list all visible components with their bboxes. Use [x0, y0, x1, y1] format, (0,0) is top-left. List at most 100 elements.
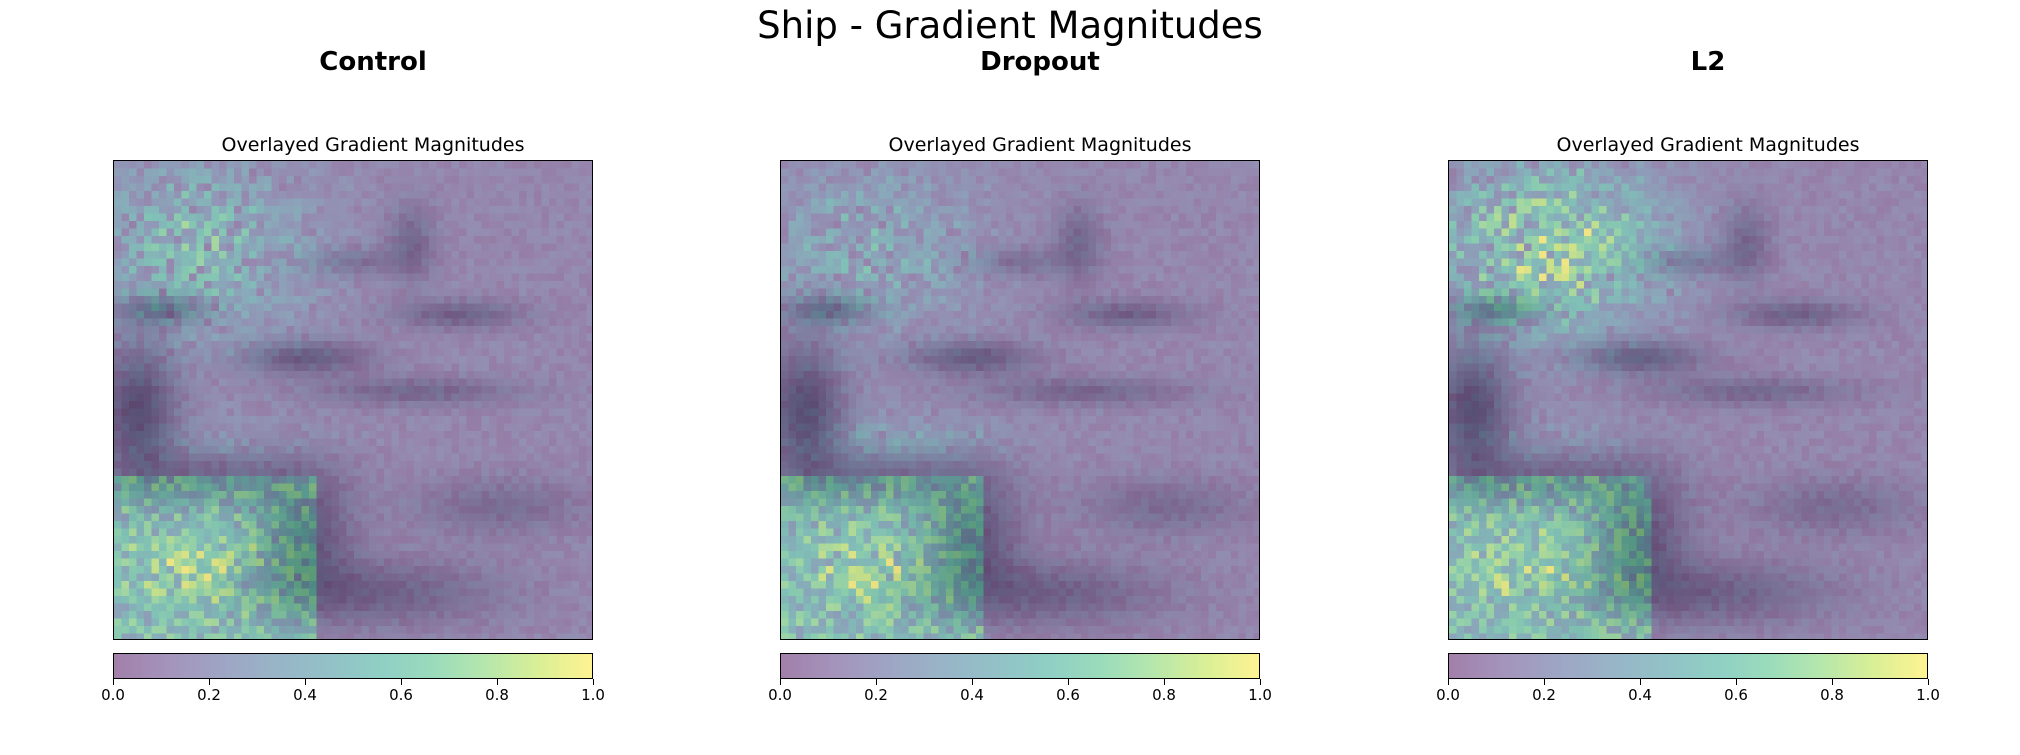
- heatmap-cell: [174, 506, 182, 514]
- heatmap-cell: [391, 168, 400, 177]
- heatmap-cell: [579, 213, 587, 222]
- heatmap-cell: [316, 318, 325, 327]
- heatmap-cell: [241, 183, 250, 192]
- heatmap-cell: [541, 363, 550, 372]
- heatmap-cell: [534, 191, 542, 199]
- heatmap-cell: [923, 183, 932, 192]
- heatmap-cell: [226, 476, 235, 484]
- heatmap-cell: [481, 438, 490, 447]
- heatmap-cell: [294, 543, 302, 552]
- heatmap-cell: [406, 356, 415, 364]
- heatmap-cell: [234, 288, 242, 297]
- heatmap-cell: [316, 393, 325, 402]
- heatmap-cell: [294, 536, 302, 544]
- heatmap-cell: [549, 573, 557, 582]
- heatmap-cell: [136, 363, 145, 372]
- heatmap-cell: [788, 183, 797, 192]
- heatmap-cell: [166, 296, 175, 304]
- heatmap-cell: [923, 191, 932, 199]
- heatmap-cell: [226, 506, 235, 514]
- heatmap-cell: [586, 281, 592, 289]
- heatmap-cell: [1028, 243, 1037, 252]
- heatmap-cell: [474, 513, 482, 522]
- heatmap-cell: [286, 588, 295, 597]
- heatmap-cell: [331, 296, 340, 304]
- heatmap-cell: [339, 251, 347, 259]
- heatmap-cell: [1223, 228, 1232, 237]
- heatmap-cell: [211, 446, 220, 454]
- heatmap-cell: [526, 438, 535, 447]
- heatmap-cell: [564, 446, 572, 454]
- heatmap-cell: [361, 393, 370, 402]
- heatmap-cell: [151, 236, 160, 244]
- heatmap-cell: [549, 491, 557, 499]
- heatmap-cell: [271, 603, 280, 612]
- heatmap-cell: [1216, 168, 1224, 177]
- heatmap-cell: [136, 191, 145, 199]
- heatmap-cell: [361, 326, 370, 334]
- heatmap-cell: [436, 483, 445, 492]
- heatmap-cell: [481, 498, 490, 507]
- heatmap-cell: [294, 228, 302, 237]
- heatmap-cell: [159, 341, 167, 349]
- colorbar-segment: [162, 654, 167, 678]
- heatmap-cell: [166, 176, 175, 184]
- heatmap-cell: [564, 348, 572, 357]
- heatmap-cell: [264, 266, 272, 274]
- heatmap-cell: [189, 468, 197, 477]
- heatmap-cell: [429, 303, 437, 312]
- heatmap-cell: [249, 408, 257, 417]
- heatmap-cell: [496, 273, 505, 282]
- heatmap-cell: [459, 243, 467, 252]
- heatmap-cell: [571, 483, 580, 492]
- heatmap-cell: [436, 581, 445, 589]
- heatmap-cell: [264, 536, 272, 544]
- heatmap-cell: [923, 198, 932, 207]
- heatmap-cell: [908, 228, 917, 237]
- heatmap-cell: [1006, 206, 1014, 214]
- heatmap-cell: [871, 176, 879, 184]
- heatmap-cell: [399, 596, 407, 604]
- heatmap-cell: [586, 236, 592, 244]
- heatmap-cell: [331, 603, 340, 612]
- heatmap-cell: [346, 273, 355, 282]
- heatmap-cell: [496, 176, 505, 184]
- heatmap-cell: [324, 468, 332, 477]
- heatmap-cell: [346, 551, 355, 559]
- heatmap-cell: [489, 588, 497, 597]
- heatmap-cell: [196, 461, 205, 469]
- heatmap-cell: [586, 611, 592, 619]
- heatmap-cell: [571, 296, 580, 304]
- heatmap-cell: [414, 371, 422, 379]
- heatmap-cell: [406, 221, 415, 229]
- heatmap-cell: [526, 228, 535, 237]
- heatmap-cell: [136, 258, 145, 267]
- heatmap-cell: [211, 236, 220, 244]
- heatmap-cell: [324, 161, 332, 169]
- heatmap-cell: [1058, 161, 1067, 169]
- heatmap-cell: [421, 618, 430, 627]
- heatmap-cell: [301, 401, 310, 409]
- heatmap-cell: [241, 438, 250, 447]
- heatmap-cell: [339, 416, 347, 424]
- heatmap-cell: [249, 506, 257, 514]
- heatmap-cell: [354, 191, 362, 199]
- heatmap-cell: [249, 236, 257, 244]
- heatmap-cell: [893, 236, 902, 244]
- heatmap-cell: [346, 521, 355, 529]
- heatmap-cell: [369, 236, 377, 244]
- heatmap-cell: [271, 168, 280, 177]
- heatmap-cell: [331, 243, 340, 252]
- heatmap-cell: [1111, 198, 1119, 207]
- heatmap-cell: [294, 333, 302, 342]
- heatmap-cell: [474, 341, 482, 349]
- heatmap-cell: [549, 551, 557, 559]
- heatmap-cell: [151, 476, 160, 484]
- heatmap-cell: [878, 183, 887, 192]
- heatmap-cell: [1126, 183, 1134, 192]
- heatmap-cell: [474, 281, 482, 289]
- heatmap-cell: [511, 581, 520, 589]
- heatmap-cell: [114, 506, 122, 514]
- heatmap-cell: [579, 168, 587, 177]
- heatmap-cell: [151, 536, 160, 544]
